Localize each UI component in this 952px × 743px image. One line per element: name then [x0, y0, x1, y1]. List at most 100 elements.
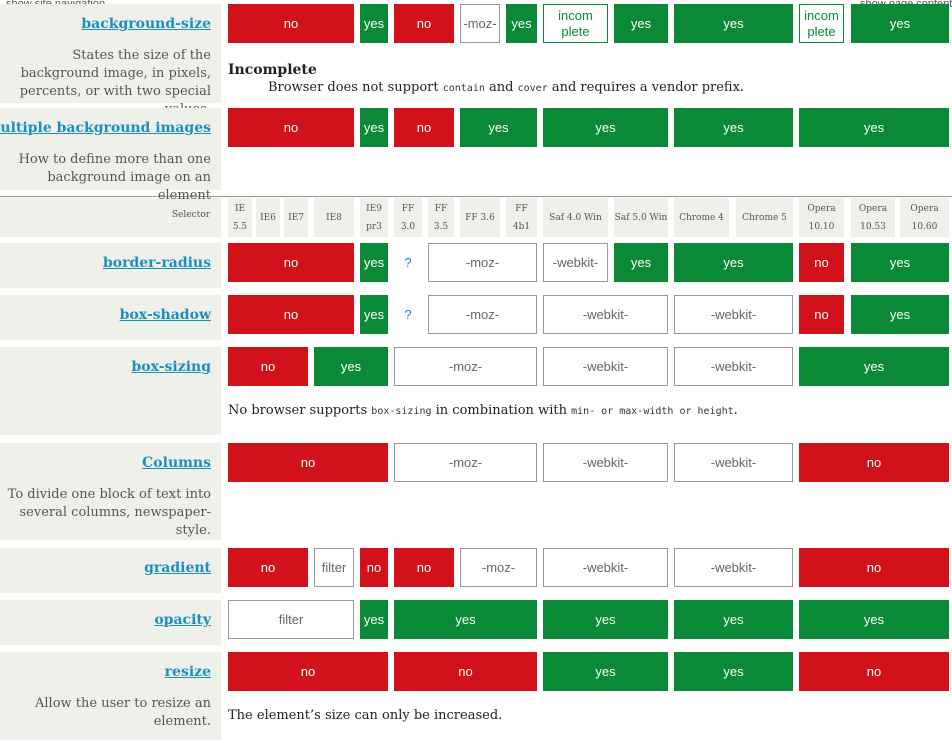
header-cell: IE7 — [284, 198, 308, 237]
support-cell: -webkit- — [543, 443, 668, 482]
support-label: no — [260, 559, 276, 575]
support-cell: yes — [614, 243, 668, 282]
feature-description: To divide one block of text into several… — [7, 487, 211, 538]
feature-bg — [0, 295, 221, 340]
feature-title[interactable]: background-size — [81, 16, 211, 32]
support-label: ? — [404, 306, 412, 322]
support-cell: yes — [360, 243, 388, 282]
support-cell: yes — [460, 108, 537, 147]
header-cell: Chrome 5 — [736, 198, 793, 237]
support-label: yes — [488, 119, 509, 135]
support-cell: yes — [674, 243, 793, 282]
feature-description: Allow the user to resize an element. — [34, 696, 211, 729]
feature-title[interactable]: resize — [164, 664, 211, 680]
header-cell: Opera 10.10 — [799, 198, 844, 237]
support-label: no — [300, 454, 316, 470]
support-label: yes — [363, 119, 385, 135]
support-label: -moz- — [481, 559, 516, 575]
feature-note: Incomplete Browser does not support conta… — [228, 62, 744, 95]
header-cell: IE 5.5 — [228, 198, 252, 237]
support-label: no — [416, 559, 432, 575]
support-label: no — [416, 119, 432, 135]
support-label: -webkit- — [552, 254, 599, 270]
note-code: cover — [517, 83, 548, 94]
support-cell: no — [228, 243, 354, 282]
support-cell: yes — [674, 600, 793, 639]
support-label: yes — [511, 15, 532, 31]
header-cell: Saf 4.0 Win — [543, 198, 608, 237]
support-cell: yes — [614, 4, 668, 43]
note-code: min- or max-width or height — [571, 406, 734, 417]
support-cell: no — [799, 652, 949, 691]
support-cell: yes — [360, 600, 388, 639]
support-label: no — [814, 254, 829, 270]
header-cell: Chrome 4 — [674, 198, 729, 237]
support-cell: no — [360, 548, 388, 587]
support-label: no — [300, 663, 316, 679]
header-cell: Opera 10.60 — [900, 198, 949, 237]
support-cell: -webkit- — [674, 295, 793, 334]
support-label: -webkit- — [582, 306, 629, 322]
support-label: yes — [889, 306, 911, 322]
support-label: incom plete — [804, 7, 839, 39]
support-cell: yes — [674, 108, 793, 147]
support-cell: -moz- — [460, 548, 537, 587]
support-label: yes — [723, 611, 744, 627]
note-code: box-sizing — [371, 406, 432, 417]
feature-title[interactable]: box-sizing — [131, 359, 211, 375]
feature-bg — [0, 443, 221, 540]
support-label: yes — [723, 663, 744, 679]
header-cell: Saf 5.0 Win — [614, 198, 668, 237]
feature-title[interactable]: Columns — [142, 455, 211, 471]
support-cell: -moz- — [460, 4, 500, 43]
support-cell: no — [228, 347, 308, 386]
feature-title[interactable]: border-radius — [102, 255, 211, 271]
support-label: -webkit- — [710, 454, 757, 470]
feature-description: How to define more than one background i… — [18, 152, 211, 203]
support-cell: filter — [228, 600, 354, 639]
support-label: -webkit- — [710, 306, 757, 322]
support-cell: no — [228, 443, 388, 482]
feature-title[interactable]: Multiple background images — [0, 120, 211, 136]
support-label: -webkit- — [582, 358, 629, 374]
feature-title[interactable]: box-shadow — [119, 307, 211, 323]
support-label: no — [416, 15, 432, 31]
support-label: yes — [863, 611, 885, 627]
header-cell: IE6 — [256, 198, 280, 237]
support-label: yes — [340, 358, 362, 374]
support-cell: yes — [394, 600, 537, 639]
support-label: yes — [363, 611, 385, 627]
support-cell: -moz- — [428, 243, 537, 282]
support-label: no — [866, 663, 882, 679]
header-cell: IE8 — [314, 198, 354, 237]
support-label: yes — [889, 254, 911, 270]
support-label: filter — [278, 611, 304, 627]
support-label: no — [866, 559, 882, 575]
support-label: -moz- — [465, 306, 500, 322]
feature-bg — [0, 652, 221, 740]
support-cell: no — [228, 4, 354, 43]
support-cell: -webkit- — [543, 295, 668, 334]
support-cell: no — [799, 443, 949, 482]
note-span: and — [484, 80, 518, 95]
support-cell: no — [799, 243, 844, 282]
separator — [0, 196, 952, 197]
support-cell: yes — [851, 243, 949, 282]
support-cell: no — [394, 652, 537, 691]
support-cell: -webkit- — [674, 548, 793, 587]
feature-title[interactable]: gradient — [144, 560, 211, 576]
support-cell: yes — [799, 347, 949, 386]
support-cell: -moz- — [394, 347, 537, 386]
note-text: The element’s size can only be increased… — [228, 708, 502, 723]
support-label: no — [814, 306, 829, 322]
support-label: -webkit- — [582, 559, 629, 575]
support-cell: yes — [799, 108, 949, 147]
support-label: yes — [863, 119, 885, 135]
feature-bg — [0, 243, 221, 288]
support-cell: yes — [851, 4, 949, 43]
feature-title[interactable]: opacity — [154, 612, 211, 628]
header-cell: FF 3.5 — [428, 198, 454, 237]
note-span: Browser does not support — [268, 80, 443, 95]
support-label: -webkit- — [710, 559, 757, 575]
